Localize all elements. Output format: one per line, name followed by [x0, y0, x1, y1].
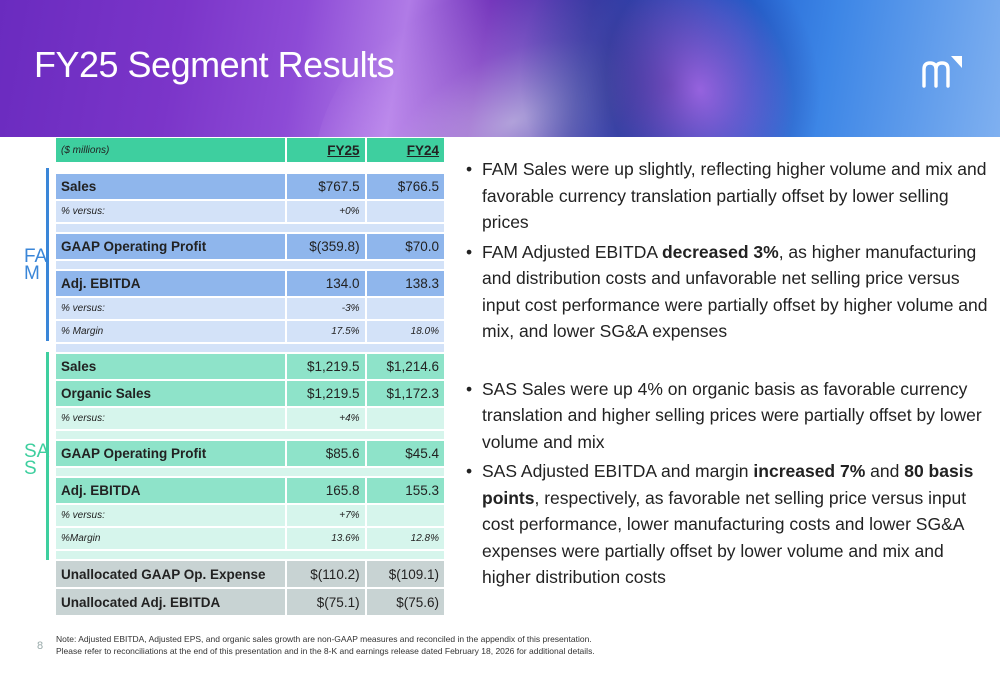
- fy25-value: $(359.8): [285, 233, 366, 261]
- bullet-text: , respectively, as favorable net selling…: [482, 487, 967, 588]
- table-row: Adj. EBITDA 165.8 155.3: [56, 477, 444, 505]
- footnote: Note: Adjusted EBITDA, Adjusted EPS, and…: [56, 634, 816, 657]
- fy24-value: $(109.1): [364, 560, 444, 589]
- table-row: % versus: -3%: [56, 297, 444, 321]
- bullet-emphasis: increased 7%: [753, 461, 866, 481]
- bullet-fam-sales: FAM Sales were up slightly, reflecting h…: [466, 156, 991, 236]
- table-row: GAAP Operating Profit $85.6 $45.4: [56, 440, 444, 468]
- fy25-value: +7%: [285, 504, 366, 528]
- bullet-text: SAS Sales were up 4% on organic basis as…: [482, 378, 982, 452]
- row-label: % versus:: [56, 297, 287, 321]
- table-header-row: ($ millions) FY25 FY24: [56, 138, 444, 164]
- row-label: GAAP Operating Profit: [56, 233, 287, 261]
- sas-segment-label: SAS: [24, 441, 50, 479]
- row-label: Unallocated GAAP Op. Expense: [56, 560, 287, 589]
- row-label: Adj. EBITDA: [56, 477, 287, 505]
- bullet-text: FAM Adjusted EBITDA: [482, 241, 662, 262]
- bullet-sas-ebitda: SAS Adjusted EBITDA and margin increased…: [466, 458, 991, 591]
- table-row: Sales $1,219.5 $1,214.6: [56, 353, 444, 381]
- column-header-fy24: FY24: [364, 138, 444, 164]
- fy24-value: 12.8%: [364, 527, 444, 551]
- table-row: %Margin 13.6% 12.8%: [56, 527, 444, 551]
- fy25-value: +0%: [285, 200, 366, 224]
- fy24-value: $1,214.6: [364, 353, 444, 381]
- footnote-line: Note: Adjusted EBITDA, Adjusted EPS, and…: [56, 634, 592, 644]
- fy25-value: -3%: [285, 297, 366, 321]
- table-row: GAAP Operating Profit $(359.8) $70.0: [56, 233, 444, 261]
- fy24-value: 138.3: [364, 270, 444, 298]
- table-row: Unallocated Adj. EBITDA $(75.1) $(75.6): [56, 588, 444, 617]
- spacer-row: [56, 163, 444, 174]
- table-row: % versus: +0%: [56, 200, 444, 224]
- table-row: % versus: +4%: [56, 407, 444, 431]
- fy24-value: 18.0%: [364, 320, 444, 344]
- fy25-value: 165.8: [285, 477, 366, 505]
- header-banner: [0, 0, 1000, 137]
- spacer-row: [56, 550, 444, 561]
- bullet-text: SAS Adjusted EBITDA and margin: [482, 461, 754, 481]
- fy24-value: [364, 504, 444, 528]
- fy24-value: $45.4: [364, 440, 444, 468]
- fam-segment-label: FAM: [24, 246, 48, 284]
- row-label: % Margin: [56, 320, 287, 344]
- units-label: ($ millions): [56, 138, 287, 164]
- fy24-value: $766.5: [364, 173, 444, 201]
- spacer-row: [56, 343, 444, 354]
- fy24-value: $(75.6): [364, 588, 444, 617]
- bullet-text: and: [865, 461, 905, 481]
- row-label: Adj. EBITDA: [56, 270, 287, 298]
- bullet-text: , as higher manufacturing and distributi…: [482, 241, 988, 342]
- fy25-value: 17.5%: [285, 320, 366, 344]
- bullet-sas-sales: SAS Sales were up 4% on organic basis as…: [466, 376, 991, 456]
- commentary-bullets: FAM Sales were up slightly, reflecting h…: [466, 156, 991, 594]
- m-logo-icon: [922, 56, 962, 88]
- fy24-value: [364, 200, 444, 224]
- row-label: Sales: [56, 173, 287, 201]
- table-row: Unallocated GAAP Op. Expense $(110.2) $(…: [56, 560, 444, 589]
- fy25-value: $85.6: [285, 440, 366, 468]
- bullet-fam-ebitda: FAM Adjusted EBITDA decreased 3%, as hig…: [466, 239, 991, 345]
- page-number: 8: [37, 640, 44, 652]
- fy24-value: [364, 297, 444, 321]
- table-row: % versus: +7%: [56, 504, 444, 528]
- row-label: %Margin: [56, 527, 287, 551]
- row-label: GAAP Operating Profit: [56, 440, 287, 468]
- fy25-value: 134.0: [285, 270, 366, 298]
- bullet-emphasis: decreased 3%: [661, 241, 779, 262]
- fy25-value: $1,219.5: [285, 353, 366, 381]
- bullet-emphasis: 80 basis points: [482, 461, 974, 508]
- row-label: Unallocated Adj. EBITDA: [56, 588, 287, 617]
- table-row: % Margin 17.5% 18.0%: [56, 320, 444, 344]
- fy25-value: 13.6%: [285, 527, 366, 551]
- fy25-value: $(110.2): [285, 560, 366, 589]
- row-label: % versus:: [56, 200, 287, 224]
- fy25-value: $(75.1): [285, 588, 366, 617]
- row-label: Organic Sales: [56, 380, 287, 408]
- table-row: Adj. EBITDA 134.0 138.3: [56, 270, 444, 298]
- row-label: Sales: [56, 353, 287, 381]
- fy24-value: $1,172.3: [364, 380, 444, 408]
- fy24-value: [364, 407, 444, 431]
- sas-segment-bar: [46, 352, 49, 560]
- fy25-value: $1,219.5: [285, 380, 366, 408]
- spacer-row: [56, 260, 444, 271]
- row-label: % versus:: [56, 407, 287, 431]
- fy24-value: $70.0: [364, 233, 444, 261]
- fy25-value: +4%: [285, 407, 366, 431]
- fam-segment-bar: [46, 168, 49, 341]
- spacer-row: [56, 223, 444, 234]
- page-title: FY25 Segment Results: [34, 44, 395, 85]
- spacer-row: [56, 430, 444, 441]
- column-header-fy25: FY25: [285, 138, 366, 164]
- row-label: % versus:: [56, 504, 287, 528]
- segment-results-table: ($ millions) FY25 FY24 Sales $767.5 $766…: [56, 138, 444, 617]
- bullet-text: FAM Sales were up slightly, reflecting h…: [482, 159, 987, 232]
- footnote-line: Please refer to reconciliations at the e…: [56, 645, 595, 656]
- table-row: Organic Sales $1,219.5 $1,172.3: [56, 380, 444, 408]
- fy25-value: $767.5: [285, 173, 366, 201]
- fy24-value: 155.3: [364, 477, 444, 505]
- table-row: Sales $767.5 $766.5: [56, 173, 444, 201]
- spacer-row: [56, 467, 444, 478]
